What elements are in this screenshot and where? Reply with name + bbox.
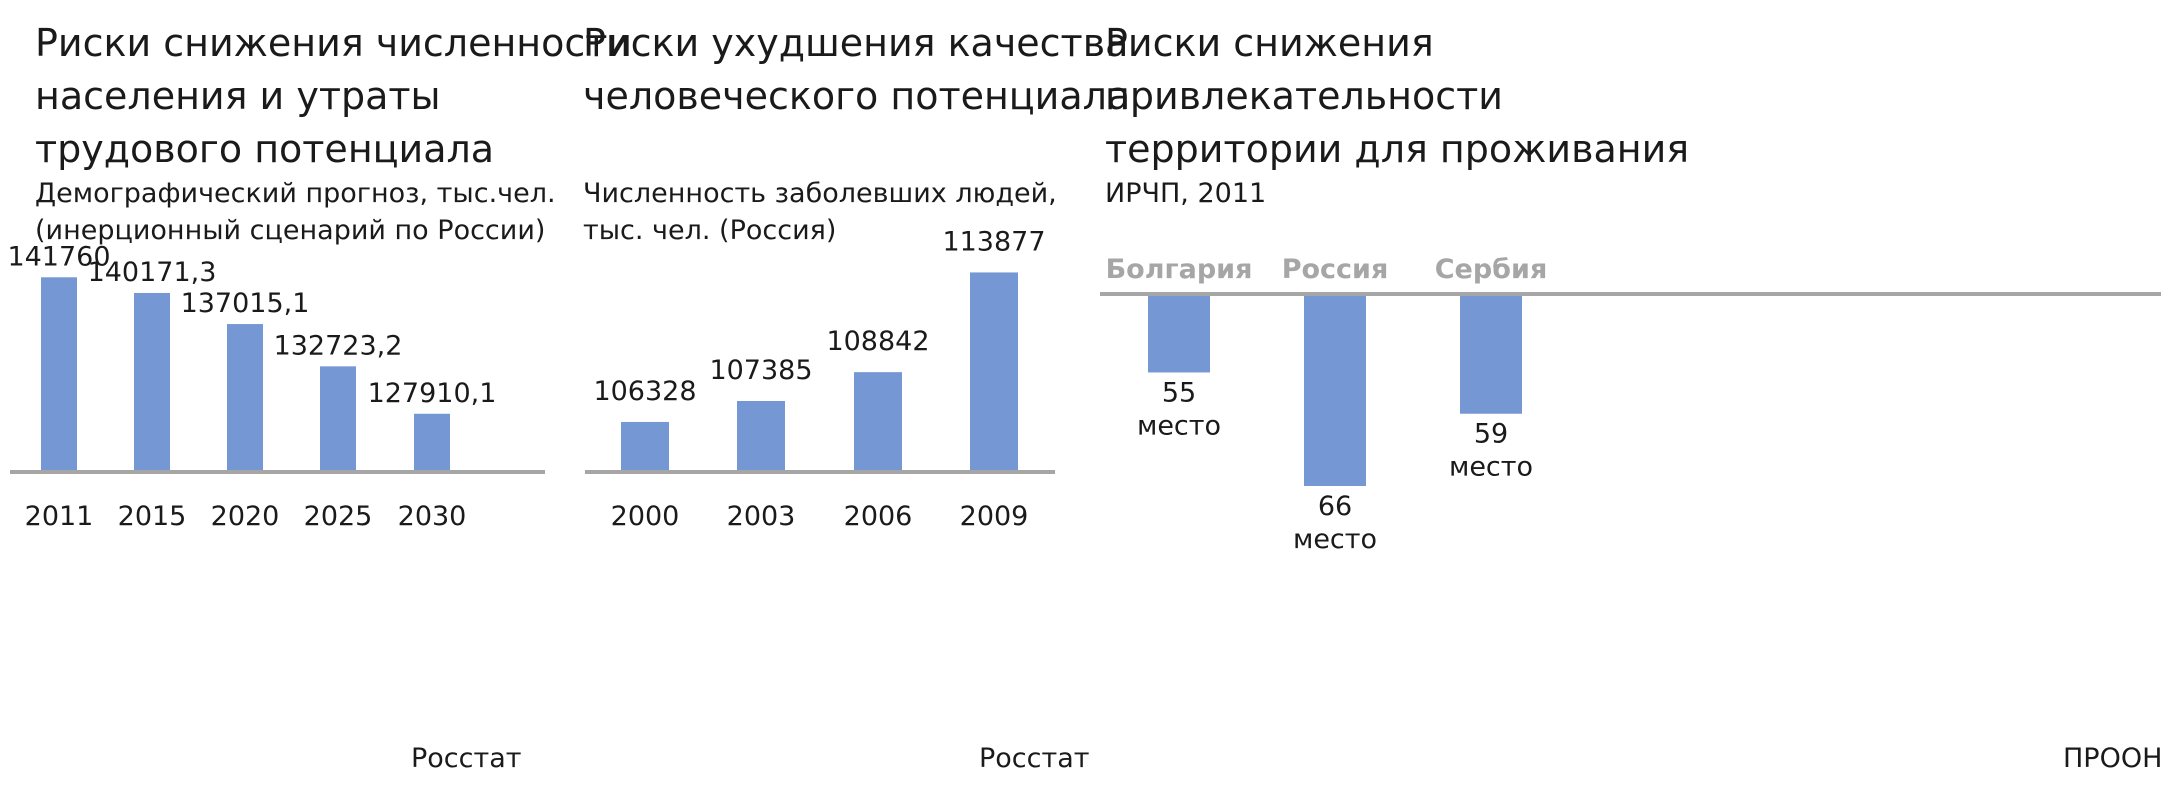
value-label-2030: 127910,1 <box>368 378 497 409</box>
panel-disease-source: Росстат <box>979 743 1090 774</box>
category-label-2009: 2009 <box>960 501 1029 532</box>
unit-label-Болгария: место <box>1137 410 1221 441</box>
value-label-Сербия: 59 <box>1474 419 1508 450</box>
panel-disease-title: Риски ухудшения качества человеческого п… <box>583 21 1131 118</box>
bar-2015 <box>134 292 170 472</box>
unit-label-Россия: место <box>1293 524 1377 555</box>
category-label-Россия: Россия <box>1282 254 1389 285</box>
panel-population-source: Росстат <box>411 743 522 774</box>
category-label-2006: 2006 <box>844 501 913 532</box>
panel-population-title: Риски снижения численности населения и у… <box>35 21 633 171</box>
value-label-2009: 113877 <box>942 226 1045 257</box>
value-label-2000: 106328 <box>593 376 696 407</box>
panel-population-subtitle: Демографический прогноз, тыс.чел. (инерц… <box>35 178 556 246</box>
category-label-2003: 2003 <box>727 501 796 532</box>
category-label-2030: 2030 <box>398 501 467 532</box>
bar-Болгария <box>1148 294 1210 373</box>
value-label-2003: 107385 <box>709 355 812 386</box>
bar-Сербия <box>1460 294 1522 414</box>
bar-2011 <box>41 277 77 472</box>
bar-2030 <box>414 413 450 472</box>
category-label-2015: 2015 <box>118 501 187 532</box>
bar-Россия <box>1304 294 1366 486</box>
category-label-2025: 2025 <box>304 501 373 532</box>
category-label-Болгария: Болгария <box>1106 254 1253 285</box>
bar-2020 <box>227 324 263 472</box>
panel-hdi-title: Риски снижения привлекательности террито… <box>1105 21 1690 171</box>
panel-hdi-source: ПРООН <box>2063 743 2161 774</box>
category-label-2011: 2011 <box>25 501 94 532</box>
unit-label-Сербия: место <box>1449 452 1533 483</box>
value-label-Россия: 66 <box>1318 491 1352 522</box>
value-label-Болгария: 55 <box>1162 377 1196 408</box>
bar-2009 <box>970 272 1018 472</box>
bar-2025 <box>320 366 356 472</box>
bar-2003 <box>737 401 785 472</box>
value-label-2015: 140171,3 <box>88 257 217 288</box>
category-label-2000: 2000 <box>611 501 680 532</box>
bar-2006 <box>854 372 902 472</box>
value-label-2025: 132723,2 <box>274 330 403 361</box>
value-label-2011: 141760 <box>7 241 110 272</box>
value-label-2006: 108842 <box>826 326 929 357</box>
panel-hdi-subtitle: ИРЧП, 2011 <box>1105 178 1267 209</box>
bar-2000 <box>621 421 669 472</box>
category-label-2020: 2020 <box>211 501 280 532</box>
value-label-2020: 137015,1 <box>181 288 310 319</box>
panel-disease-subtitle: Численность заболевших людей, тыс. чел. … <box>583 178 1057 246</box>
category-label-Сербия: Сербия <box>1435 254 1548 285</box>
